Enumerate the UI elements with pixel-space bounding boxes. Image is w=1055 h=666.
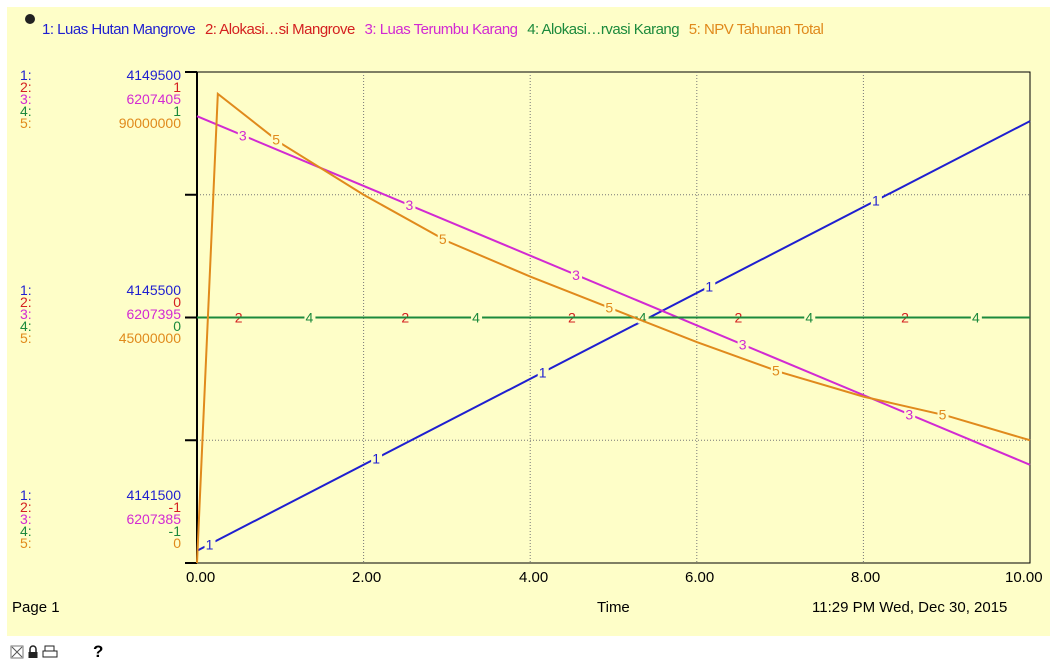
y-axis-series-index: 1:: [20, 487, 32, 503]
series-marker-bg: [471, 309, 483, 324]
y-axis-tick-label: -1: [168, 523, 181, 539]
graph-panel: [7, 7, 1050, 636]
series-marker-bg: [937, 406, 949, 421]
series-marker-5: 5: [939, 407, 947, 423]
series-marker-4: 4: [472, 310, 480, 326]
y-axis-series-index: 2:: [20, 499, 32, 515]
legend-item-1[interactable]: 1: Luas Hutan Mangrove: [42, 21, 196, 38]
y-axis-tick-label: 90000000: [118, 115, 181, 131]
series-marker-4: 4: [805, 310, 813, 326]
series-marker-bg: [404, 197, 416, 212]
series-marker-5: 5: [272, 132, 280, 148]
series-marker-4: 4: [972, 310, 980, 326]
y-axis-tick-label: 4141500: [126, 487, 181, 503]
y-axis-tick-label: 6207395: [126, 306, 181, 322]
series-marker-3: 3: [739, 337, 747, 353]
y-axis-series-index: 2:: [20, 79, 32, 95]
y-axis-tick-label: 45000000: [118, 330, 181, 346]
y-axis-tick-label: 0: [173, 294, 181, 310]
series-marker-bg: [970, 309, 982, 324]
legend-item-4[interactable]: 4: Alokasi…rvasi Karang: [527, 21, 680, 38]
x-tick-label: 0.00: [186, 569, 216, 586]
y-axis-tick-label: 0: [173, 535, 181, 551]
series-marker-bg: [537, 364, 549, 379]
x-tick-label: 8.00: [851, 569, 881, 586]
series-marker-bg: [870, 192, 882, 207]
series-marker-5: 5: [772, 363, 780, 379]
series-marker-bg: [571, 266, 583, 281]
y-axis-series-index: 1:: [20, 67, 32, 83]
series-marker-bg: [604, 299, 616, 314]
series-marker-bg: [304, 309, 316, 324]
series-marker-bg: [637, 309, 649, 324]
series-marker-1: 1: [372, 450, 380, 466]
series-marker-1: 1: [206, 536, 214, 552]
lock-icon[interactable]: [10, 645, 24, 659]
series-marker-bg: [437, 230, 449, 245]
series-line-1: [196, 120, 1031, 552]
x-tick-label: 10.00: [1005, 569, 1043, 586]
y-axis-series-index: 5:: [20, 535, 32, 551]
y-axis-tick-label: 4145500: [126, 282, 181, 298]
legend-item-3[interactable]: 3: Luas Terumbu Karang: [364, 21, 519, 38]
x-axis-title: Time: [597, 599, 630, 616]
y-axis-series-index: 2:: [20, 294, 32, 310]
page-label[interactable]: Page 1: [12, 599, 60, 616]
series-marker-bg: [737, 336, 749, 351]
series-marker-1: 1: [872, 193, 880, 209]
y-axis-tick-label: -1: [168, 499, 181, 515]
series-marker-1: 1: [539, 364, 547, 380]
y-axis-series-index: 4:: [20, 318, 32, 334]
y-axis-tick-label: 1: [173, 79, 181, 95]
y-axis-series-index: 4:: [20, 103, 32, 119]
y-axis-tick-label: 6207385: [126, 511, 181, 527]
series-marker-bg: [804, 309, 816, 324]
y-axis-series-index: 5:: [20, 330, 32, 346]
help-button[interactable]: ?: [93, 642, 104, 661]
y-axis-tick-label: 4149500: [126, 67, 181, 83]
series-marker-bg: [237, 127, 249, 142]
y-axis-tick-label: 1: [173, 103, 181, 119]
y-axis-series-index: 1:: [20, 282, 32, 298]
series-marker-3: 3: [406, 197, 414, 213]
y-axis-series-index: 3:: [20, 511, 32, 527]
series-marker-bg: [271, 131, 283, 146]
legend-item-2[interactable]: 2: Alokasi…si Mangrove: [204, 21, 355, 38]
pin-icon[interactable]: [25, 14, 35, 24]
y-axis-series-index: 3:: [20, 306, 32, 322]
y-axis-tick-label: 0: [173, 318, 181, 334]
lock-icon[interactable]: [27, 645, 39, 659]
series-marker-bg: [704, 278, 716, 293]
series-marker-1: 1: [705, 279, 713, 295]
series-marker-3: 3: [905, 406, 913, 422]
series-marker-4: 4: [639, 310, 647, 326]
x-tick-label: 6.00: [685, 569, 715, 586]
legend: 1: Luas Hutan Mangrove 2: Alokasi…si Man…: [42, 21, 829, 38]
print-icon[interactable]: [42, 645, 58, 659]
series-line-3: [196, 115, 1031, 466]
toolbar: ?: [10, 642, 103, 662]
timestamp: 11:29 PM Wed, Dec 30, 2015: [812, 599, 1008, 616]
y-axis-tick-label: 6207405: [126, 91, 181, 107]
x-tick-label: 4.00: [519, 569, 549, 586]
series-marker-3: 3: [572, 267, 580, 283]
y-axis-series-index: 5:: [20, 115, 32, 131]
series-line-5: [196, 91, 1031, 564]
series-marker-3: 3: [239, 127, 247, 143]
y-axis-series-index: 4:: [20, 523, 32, 539]
legend-item-5[interactable]: 5: NPV Tahunan Total: [688, 21, 824, 38]
series-marker-bg: [904, 406, 916, 421]
series-marker-bg: [770, 362, 782, 377]
series-marker-bg: [371, 450, 383, 465]
series-marker-5: 5: [439, 231, 447, 247]
series-marker-5: 5: [605, 300, 613, 316]
y-axis-series-index: 3:: [20, 91, 32, 107]
x-tick-label: 2.00: [352, 569, 382, 586]
series-marker-4: 4: [306, 310, 314, 326]
series-marker-bg: [204, 536, 216, 551]
